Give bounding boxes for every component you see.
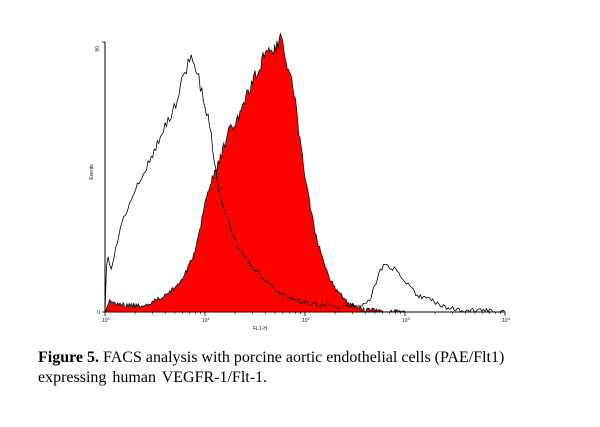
x-tick-label: 101 xyxy=(202,316,211,324)
caption-line-2: expressing human VEGFR-1/Flt-1. xyxy=(38,369,268,386)
axes-layer: 100 101 102 103 104 0 80 FL1-H Events xyxy=(89,41,511,332)
caption-line-1: FACS analysis with porcine aortic endoth… xyxy=(99,349,505,366)
x-tick-label: 103 xyxy=(402,316,411,324)
figure-caption: Figure 5. FACS analysis with porcine aor… xyxy=(38,348,590,388)
caption-label: Figure 5. xyxy=(38,349,100,366)
histogram-filled xyxy=(104,32,406,313)
series-layer xyxy=(104,32,506,313)
histogram-outline xyxy=(104,54,506,313)
x-tick-label: 102 xyxy=(302,316,311,324)
y-axis-label: Events xyxy=(89,164,95,180)
x-tick-label: 100 xyxy=(102,316,111,324)
x-tick-label: 104 xyxy=(502,316,511,324)
y-tick-label: 80 xyxy=(95,46,101,52)
y-tick-label: 0 xyxy=(97,310,100,316)
x-axis-label: FL1-H xyxy=(253,326,267,332)
facs-histogram-chart: 100 101 102 103 104 0 80 FL1-H Events xyxy=(89,32,511,332)
